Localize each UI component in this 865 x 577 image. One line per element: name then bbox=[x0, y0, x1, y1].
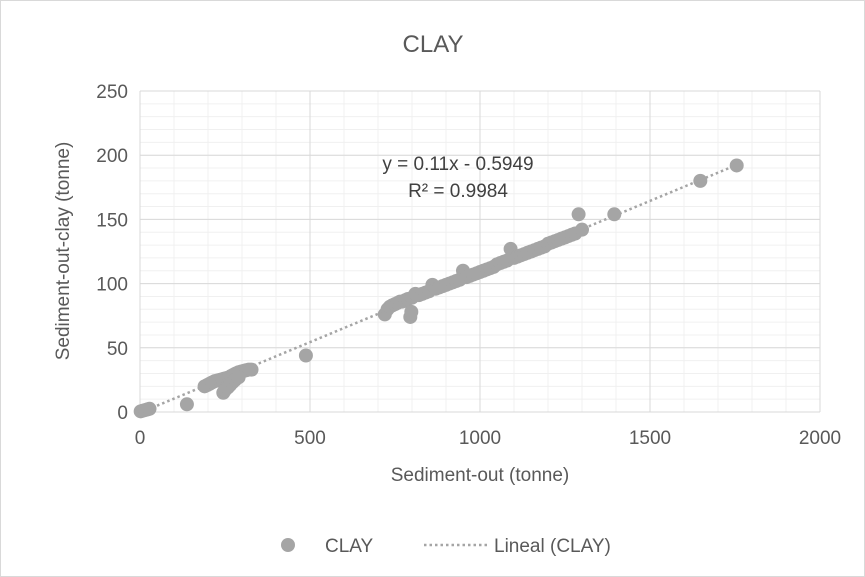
x-axis-title: Sediment-out (tonne) bbox=[391, 465, 570, 486]
points-layer bbox=[133, 158, 744, 419]
data-point bbox=[404, 304, 419, 319]
data-point bbox=[693, 173, 708, 188]
trendline-r-squared: R² = 0.9984 bbox=[408, 181, 508, 202]
y-tick-label: 200 bbox=[96, 146, 128, 167]
y-axis-title: Sediment-out-clay (tonne) bbox=[53, 142, 74, 361]
y-tick-label: 0 bbox=[117, 403, 128, 424]
y-tick-label: 100 bbox=[96, 275, 128, 296]
data-point bbox=[571, 207, 586, 222]
x-tick-label: 1500 bbox=[629, 428, 671, 449]
x-tick-label: 0 bbox=[135, 428, 146, 449]
data-point bbox=[298, 348, 313, 363]
data-point bbox=[575, 222, 589, 237]
x-tick-label: 1000 bbox=[459, 428, 501, 449]
data-point bbox=[179, 397, 194, 412]
data-point bbox=[244, 362, 259, 377]
legend-series-label: CLAY bbox=[325, 536, 374, 557]
data-point bbox=[231, 370, 246, 385]
x-tick-label: 2000 bbox=[799, 428, 841, 449]
legend-marker-icon bbox=[281, 538, 295, 552]
grid-layer bbox=[139, 90, 821, 413]
legend: CLAY Lineal (CLAY) bbox=[281, 536, 611, 557]
data-point bbox=[729, 158, 744, 173]
x-tick-label: 500 bbox=[294, 428, 326, 449]
data-point bbox=[607, 207, 622, 222]
data-point bbox=[142, 401, 157, 416]
y-tick-label: 150 bbox=[96, 210, 128, 231]
chart-title: CLAY bbox=[403, 31, 464, 58]
trendline-equation: y = 0.11x - 0.5949 bbox=[382, 154, 533, 175]
tick-label-layer: 0 500 1000 1500 2000 0 50 100 150 200 250 bbox=[96, 82, 841, 449]
legend-trendline-label: Lineal (CLAY) bbox=[494, 536, 611, 557]
y-tick-label: 50 bbox=[107, 339, 128, 360]
y-tick-label: 250 bbox=[96, 82, 128, 103]
